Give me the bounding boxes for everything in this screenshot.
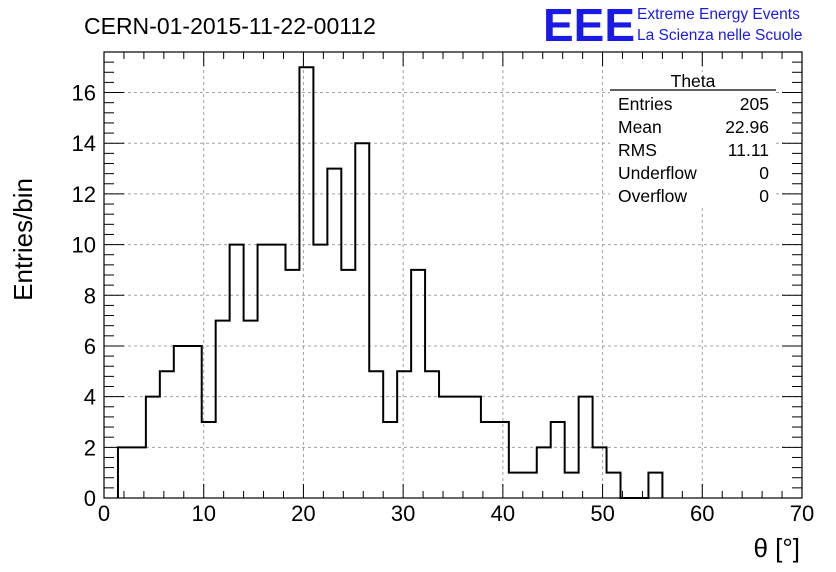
histogram-bin bbox=[509, 473, 523, 498]
chart-title: CERN-01-2015-11-22-00112 bbox=[84, 13, 376, 39]
stats-label: RMS bbox=[618, 140, 657, 160]
axis-ticks bbox=[103, 52, 803, 499]
logo-line-2: La Scienza nelle Scuole bbox=[637, 27, 802, 44]
histogram-bin bbox=[146, 397, 160, 498]
histogram-bin bbox=[467, 397, 481, 498]
stats-value: 205 bbox=[740, 94, 769, 114]
histogram-bin bbox=[216, 321, 230, 498]
histogram-bin bbox=[244, 321, 258, 498]
histogram-bin bbox=[202, 422, 216, 498]
histogram-bin bbox=[607, 473, 621, 498]
y-tick-label: 14 bbox=[72, 131, 96, 156]
x-tick-label: 40 bbox=[491, 501, 515, 526]
x-axis-title: θ [°] bbox=[753, 533, 800, 563]
x-tick-labels: 0 10 20 30 40 50 60 70 bbox=[98, 501, 814, 526]
histogram-bin bbox=[313, 245, 327, 498]
stats-value: 0 bbox=[759, 163, 769, 183]
x-tick-label: 30 bbox=[391, 501, 415, 526]
x-tick-label: 50 bbox=[590, 501, 614, 526]
histogram-bin bbox=[439, 397, 453, 498]
histogram-bin bbox=[160, 371, 174, 498]
x-tick-label: 60 bbox=[690, 501, 714, 526]
histogram-bin bbox=[258, 245, 272, 498]
histogram-bin bbox=[132, 447, 146, 498]
y-tick-labels: 0 2 4 6 8 10 12 14 16 bbox=[72, 81, 96, 511]
histogram-bin bbox=[425, 371, 439, 498]
stats-value: 0 bbox=[759, 186, 769, 206]
histogram-bin bbox=[118, 447, 132, 498]
logo-mark: EEE bbox=[543, 0, 635, 51]
histogram-bin bbox=[537, 447, 551, 498]
histogram-bin bbox=[383, 422, 397, 498]
histogram-bin bbox=[481, 422, 495, 498]
histogram-outline bbox=[116, 66, 664, 499]
histogram-bins bbox=[118, 67, 662, 498]
y-axis-title: Entries/bin bbox=[8, 178, 38, 301]
histogram-bin bbox=[174, 346, 188, 498]
eee-logo: EEE Extreme Energy Events La Scienza nel… bbox=[543, 0, 802, 51]
y-tick-label: 16 bbox=[72, 81, 96, 106]
stats-label: Entries bbox=[618, 94, 673, 114]
x-tick-label: 70 bbox=[790, 501, 814, 526]
histogram-bin bbox=[495, 422, 509, 498]
histogram-bin bbox=[648, 473, 662, 498]
histogram-bin bbox=[285, 270, 299, 498]
histogram-bin bbox=[565, 473, 579, 498]
grid bbox=[104, 52, 802, 498]
y-tick-label: 2 bbox=[84, 435, 96, 460]
histogram-bin bbox=[188, 346, 202, 498]
histogram-bin bbox=[523, 473, 537, 498]
histogram-bin bbox=[341, 270, 355, 498]
histogram-bin bbox=[272, 245, 286, 498]
x-tick-label: 0 bbox=[98, 501, 110, 526]
histogram-bin bbox=[453, 397, 467, 498]
histogram-bin bbox=[397, 371, 411, 498]
stats-label: Underflow bbox=[618, 163, 697, 183]
stats-label: Mean bbox=[618, 117, 662, 137]
histogram-bin bbox=[299, 67, 313, 498]
stats-value: 11.11 bbox=[728, 140, 769, 160]
histogram-bin bbox=[327, 169, 341, 498]
histogram-bin bbox=[579, 397, 593, 498]
y-tick-label: 4 bbox=[84, 385, 96, 410]
histogram-bin bbox=[411, 270, 425, 498]
y-tick-label: 6 bbox=[84, 334, 96, 359]
stats-title: Theta bbox=[671, 71, 716, 91]
stats-box: Theta Entries 205 Mean 22.96 RMS 11.11 Underfl… bbox=[610, 71, 776, 206]
x-tick-label: 20 bbox=[291, 501, 315, 526]
y-tick-label: 0 bbox=[84, 486, 96, 511]
histogram-bin bbox=[551, 422, 565, 498]
histogram-bin bbox=[369, 371, 383, 498]
y-tick-label: 12 bbox=[72, 182, 96, 207]
x-tick-label: 10 bbox=[191, 501, 215, 526]
stats-value: 22.96 bbox=[725, 117, 769, 137]
y-tick-label: 10 bbox=[72, 233, 96, 258]
logo-line-1: Extreme Energy Events bbox=[637, 6, 800, 23]
stats-label: Overflow bbox=[618, 186, 687, 206]
histogram-bin bbox=[230, 245, 244, 498]
histogram-bin bbox=[355, 143, 369, 498]
histogram-bin bbox=[593, 447, 607, 498]
y-tick-label: 8 bbox=[84, 283, 96, 308]
